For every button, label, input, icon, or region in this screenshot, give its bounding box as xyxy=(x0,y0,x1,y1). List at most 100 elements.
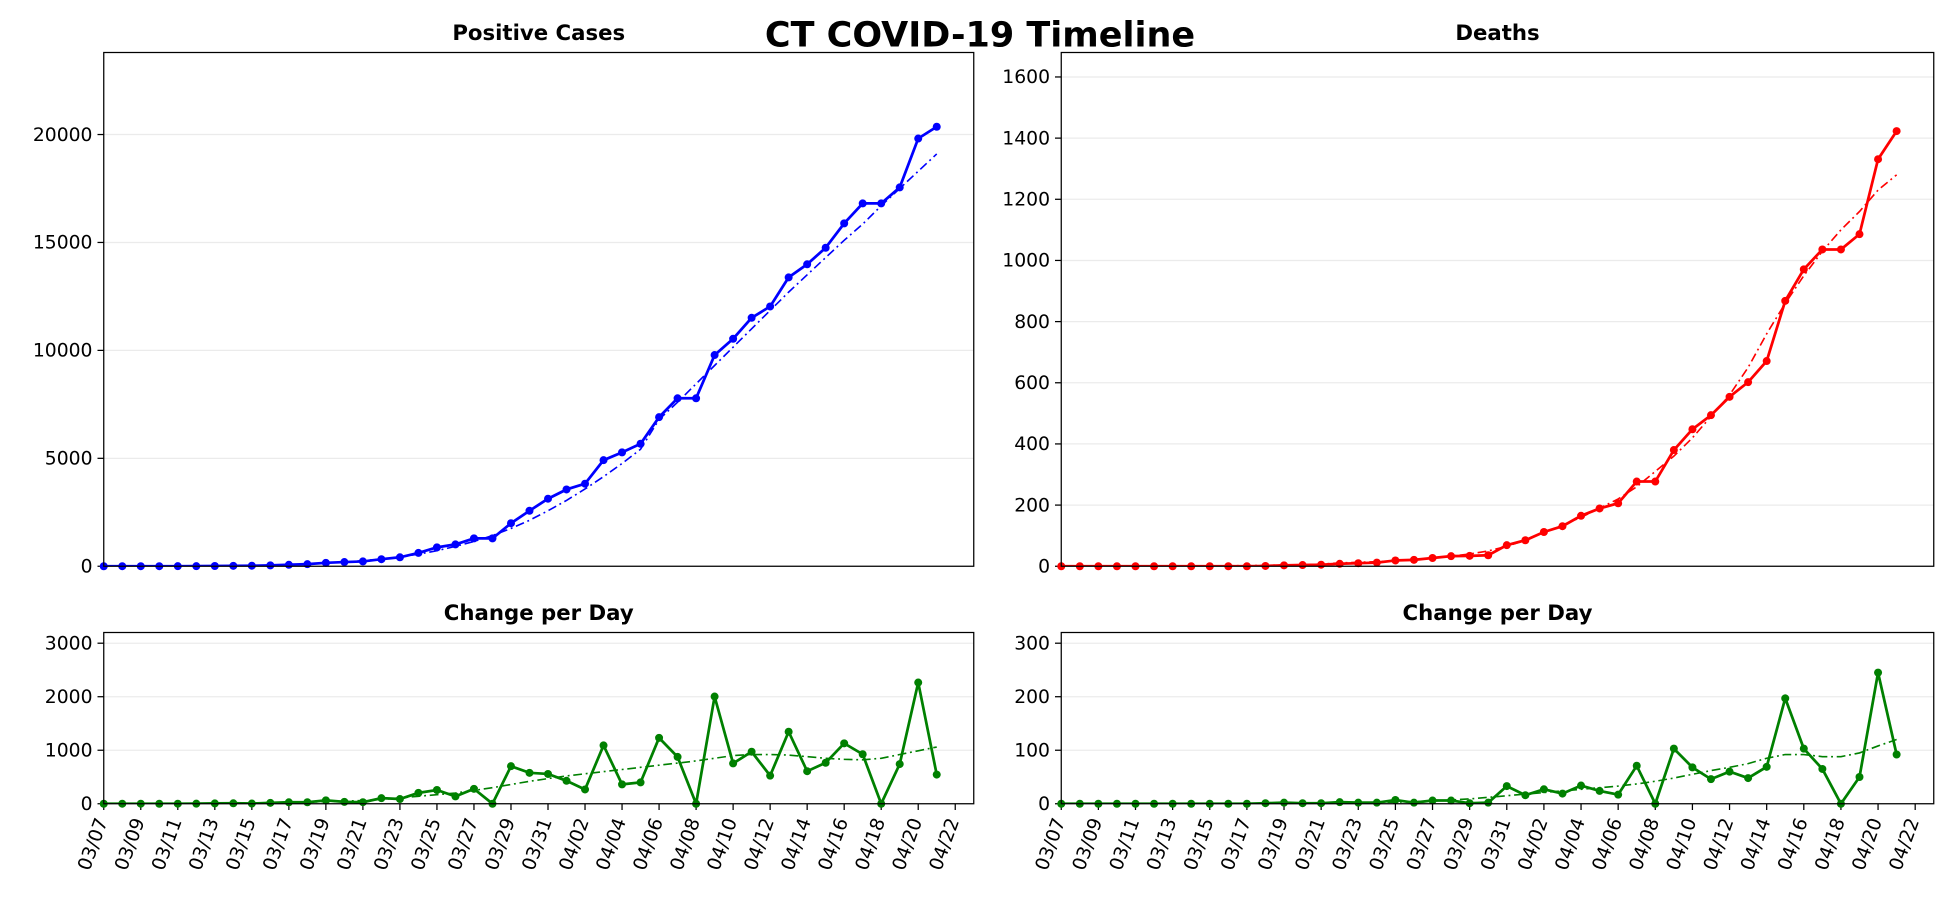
data-point xyxy=(803,260,812,269)
trend-line xyxy=(1061,738,1897,804)
data-point xyxy=(1725,392,1734,401)
data-point xyxy=(1781,694,1790,703)
subplot-title: Deaths xyxy=(1455,21,1539,46)
x-tick-label: 03/27 xyxy=(445,815,483,873)
x-tick-label: 04/12 xyxy=(741,815,779,873)
data-point xyxy=(803,767,812,776)
data-point xyxy=(673,752,682,761)
subplot-title: Positive Cases xyxy=(452,21,625,46)
data-point xyxy=(784,273,793,282)
x-tick-label: 04/02 xyxy=(1515,815,1553,873)
data-point xyxy=(710,351,719,360)
data-line xyxy=(1061,672,1898,804)
data-point xyxy=(655,413,664,422)
data-point xyxy=(1818,245,1827,254)
x-tick-label: 03/15 xyxy=(222,815,260,873)
x-tick-label: 04/10 xyxy=(704,815,742,873)
data-point xyxy=(1669,446,1678,455)
data-point xyxy=(1874,668,1883,677)
plot-frame xyxy=(103,631,975,805)
x-tick-label: 03/25 xyxy=(408,815,446,873)
data-point xyxy=(932,122,941,131)
data-point xyxy=(1744,378,1753,387)
x-tick-label: 04/08 xyxy=(667,815,705,873)
data-point xyxy=(544,494,553,503)
y-tick-label: 600 xyxy=(1014,373,1050,394)
data-point xyxy=(821,243,830,252)
data-point xyxy=(618,780,627,789)
data-point xyxy=(1558,789,1567,798)
x-tick-label: 04/16 xyxy=(815,815,853,873)
y-tick-label: 0 xyxy=(81,794,93,815)
data-point xyxy=(562,776,571,785)
data-line xyxy=(103,125,938,567)
x-tick-label: 03/13 xyxy=(1143,815,1181,873)
data-point xyxy=(1874,155,1883,164)
data-point xyxy=(599,741,608,750)
plot-frame xyxy=(1060,51,1935,567)
data-point xyxy=(469,534,478,543)
data-point xyxy=(525,506,534,515)
data-point xyxy=(469,784,478,793)
data-point xyxy=(1409,798,1418,807)
trend-line xyxy=(103,746,937,804)
data-point xyxy=(1855,772,1864,781)
x-tick-label: 04/06 xyxy=(1589,815,1627,873)
x-tick-label: 04/22 xyxy=(926,815,964,873)
data-point xyxy=(599,456,608,465)
data-point xyxy=(1502,782,1511,791)
x-tick-label: 03/19 xyxy=(1255,815,1293,873)
data-point xyxy=(1762,762,1771,771)
x-tick-label: 03/11 xyxy=(1106,815,1144,873)
data-point xyxy=(1354,559,1363,568)
data-point xyxy=(840,219,849,228)
trend-line xyxy=(1061,174,1898,567)
x-tick-label: 03/23 xyxy=(371,815,409,873)
y-tick-label: 2000 xyxy=(45,687,93,708)
data-point xyxy=(729,759,738,768)
data-point xyxy=(395,795,404,804)
x-tick-label: 04/08 xyxy=(1626,815,1664,873)
data-point xyxy=(1595,786,1604,795)
data-point xyxy=(858,199,867,208)
y-tick-label: 1600 xyxy=(1002,67,1050,88)
data-point xyxy=(1632,477,1641,486)
x-tick-label: 04/04 xyxy=(593,815,631,873)
data-point xyxy=(1577,511,1586,520)
y-tick-label: 200 xyxy=(1014,495,1050,516)
data-point xyxy=(1706,775,1715,784)
data-point xyxy=(451,792,460,801)
subplot-title: Change per Day xyxy=(444,601,634,626)
x-tick-label: 03/17 xyxy=(1217,815,1255,873)
data-point xyxy=(877,199,886,208)
data-point xyxy=(1577,781,1586,790)
x-tick-label: 04/10 xyxy=(1663,815,1701,873)
x-tick-label: 03/31 xyxy=(1477,815,1515,873)
data-point xyxy=(747,313,756,322)
y-tick-label: 1400 xyxy=(1002,128,1050,149)
x-tick-label: 03/29 xyxy=(1440,815,1478,873)
data-point xyxy=(1372,558,1381,567)
y-tick-label: 0 xyxy=(1038,557,1050,578)
x-tick-label: 03/21 xyxy=(1292,815,1330,873)
figure-title: CT COVID-19 Timeline xyxy=(765,15,1195,55)
x-tick-label: 03/09 xyxy=(111,815,149,873)
data-point xyxy=(914,678,923,687)
data-point xyxy=(821,758,830,767)
data-point xyxy=(1892,750,1901,759)
data-point xyxy=(432,785,441,794)
x-tick-label: 03/29 xyxy=(482,815,520,873)
data-point xyxy=(840,739,849,748)
data-point xyxy=(506,762,515,771)
y-tick-label: 0 xyxy=(1038,794,1050,815)
x-tick-label: 03/23 xyxy=(1329,815,1367,873)
y-tick-label: 400 xyxy=(1014,434,1050,455)
data-point xyxy=(1447,796,1456,805)
x-tick-label: 04/02 xyxy=(556,815,594,873)
x-tick-label: 04/06 xyxy=(630,815,668,873)
data-point xyxy=(932,770,941,779)
data-point xyxy=(1614,499,1623,508)
data-point xyxy=(544,769,553,778)
data-point xyxy=(432,543,441,552)
